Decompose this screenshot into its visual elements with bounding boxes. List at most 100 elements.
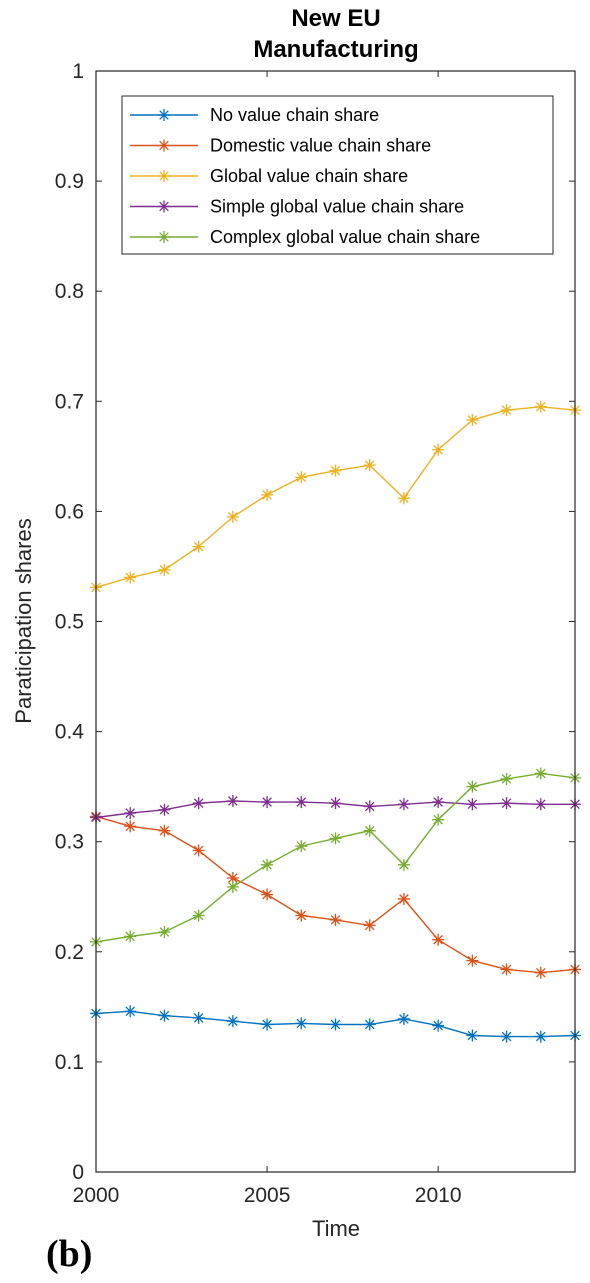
legend-box	[121, 95, 554, 255]
data-point	[466, 780, 479, 793]
data-point	[192, 909, 205, 922]
data-point	[363, 1018, 376, 1031]
data-point	[158, 824, 171, 837]
legend-entry: Domestic value chain share	[130, 136, 431, 156]
data-point	[158, 563, 171, 576]
data-point	[363, 824, 376, 837]
legend-marker	[158, 170, 170, 182]
data-point	[295, 909, 308, 922]
data-point	[295, 1017, 308, 1030]
y-axis-label: Paraticipation shares	[11, 518, 36, 723]
data-point	[466, 414, 479, 427]
data-point	[397, 798, 410, 811]
data-point	[466, 954, 479, 967]
y-tick-label: 1	[72, 60, 84, 83]
chart-title-line2: Manufacturing	[253, 36, 418, 63]
y-tick-label: 0.2	[55, 941, 84, 964]
data-point	[192, 540, 205, 553]
legend-marker	[158, 200, 170, 213]
legend-marker	[158, 231, 170, 243]
data-point	[295, 796, 308, 809]
data-point	[226, 510, 239, 523]
legend-entry: No value chain share	[130, 105, 379, 125]
data-point	[397, 492, 410, 505]
data-point	[329, 464, 342, 477]
x-tick-label: 2000	[73, 1184, 120, 1207]
data-point	[226, 872, 239, 885]
x-tick-label: 2005	[244, 1184, 291, 1207]
legend-entry: Simple global value chain share	[130, 197, 464, 217]
chart-title-line1: New EU	[291, 5, 380, 32]
legend-label: No value chain share	[210, 105, 379, 125]
y-tick-label: 0	[72, 1161, 84, 1184]
data-point	[534, 767, 547, 780]
data-point	[261, 888, 274, 901]
legend-items: No value chain share Domestic value chain…	[130, 105, 480, 247]
legend: No value chain share Domestic value chain…	[121, 95, 554, 255]
y-tick-label: 0.5	[55, 611, 84, 634]
data-point	[432, 443, 445, 456]
data-point	[124, 807, 137, 820]
data-point	[124, 820, 137, 833]
data-point	[226, 1015, 239, 1028]
data-point	[295, 471, 308, 484]
data-point	[158, 1009, 171, 1022]
data-point	[432, 796, 445, 809]
data-point	[124, 930, 137, 943]
y-tick-label: 0.4	[55, 721, 85, 744]
data-point	[329, 913, 342, 926]
data-point	[500, 1030, 513, 1043]
legend-label: Simple global value chain share	[210, 197, 464, 217]
data-point	[124, 1005, 137, 1018]
data-point	[261, 1018, 274, 1031]
data-point	[295, 840, 308, 853]
panel-label: (b)	[46, 1233, 92, 1275]
y-tick-label: 0.1	[55, 1051, 84, 1074]
data-point	[397, 892, 410, 905]
data-point	[466, 798, 479, 811]
data-point	[363, 919, 376, 932]
data-point	[500, 772, 513, 785]
data-point	[466, 1029, 479, 1042]
data-point	[158, 925, 171, 938]
legend-entry: Global value chain share	[130, 166, 408, 186]
legend-label: Global value chain share	[210, 166, 408, 186]
data-point	[192, 797, 205, 810]
y-tick-label: 0.3	[55, 831, 84, 854]
data-point	[500, 797, 513, 810]
legend-label: Complex global value chain share	[210, 227, 480, 247]
data-point	[534, 400, 547, 413]
data-point	[500, 963, 513, 976]
data-point	[261, 488, 274, 501]
data-point	[534, 966, 547, 979]
data-point	[329, 1018, 342, 1031]
legend-marker	[158, 139, 170, 152]
legend-label: Domestic value chain share	[210, 136, 431, 156]
legend-entry: Complex global value chain share	[130, 227, 480, 247]
data-point	[500, 404, 513, 417]
tick-layer: 0 0.1 0.2 0.3 0.4 0.5 0.6 0.7 0.8 0.9 1 2000 2005 201…	[55, 60, 575, 1207]
x-tick-label: 2010	[415, 1184, 462, 1207]
data-point	[192, 844, 205, 857]
data-point	[534, 798, 547, 811]
y-tick-label: 0.7	[55, 390, 84, 413]
data-point	[192, 1011, 205, 1024]
series-3	[90, 794, 581, 824]
y-tick-label: 0.8	[55, 280, 84, 303]
data-point	[363, 459, 376, 472]
data-point	[124, 571, 137, 584]
data-point	[226, 794, 239, 807]
x-axis-label: Time	[312, 1216, 360, 1241]
data-point	[432, 933, 445, 946]
data-point	[534, 1030, 547, 1043]
data-point	[432, 813, 445, 826]
legend-marker	[158, 109, 170, 121]
data-point	[363, 800, 376, 813]
plot-frame	[95, 70, 576, 1173]
y-tick-label: 0.6	[55, 500, 84, 523]
data-point	[158, 803, 171, 816]
data-point	[261, 796, 274, 809]
data-point	[397, 858, 410, 871]
data-point	[261, 858, 274, 871]
